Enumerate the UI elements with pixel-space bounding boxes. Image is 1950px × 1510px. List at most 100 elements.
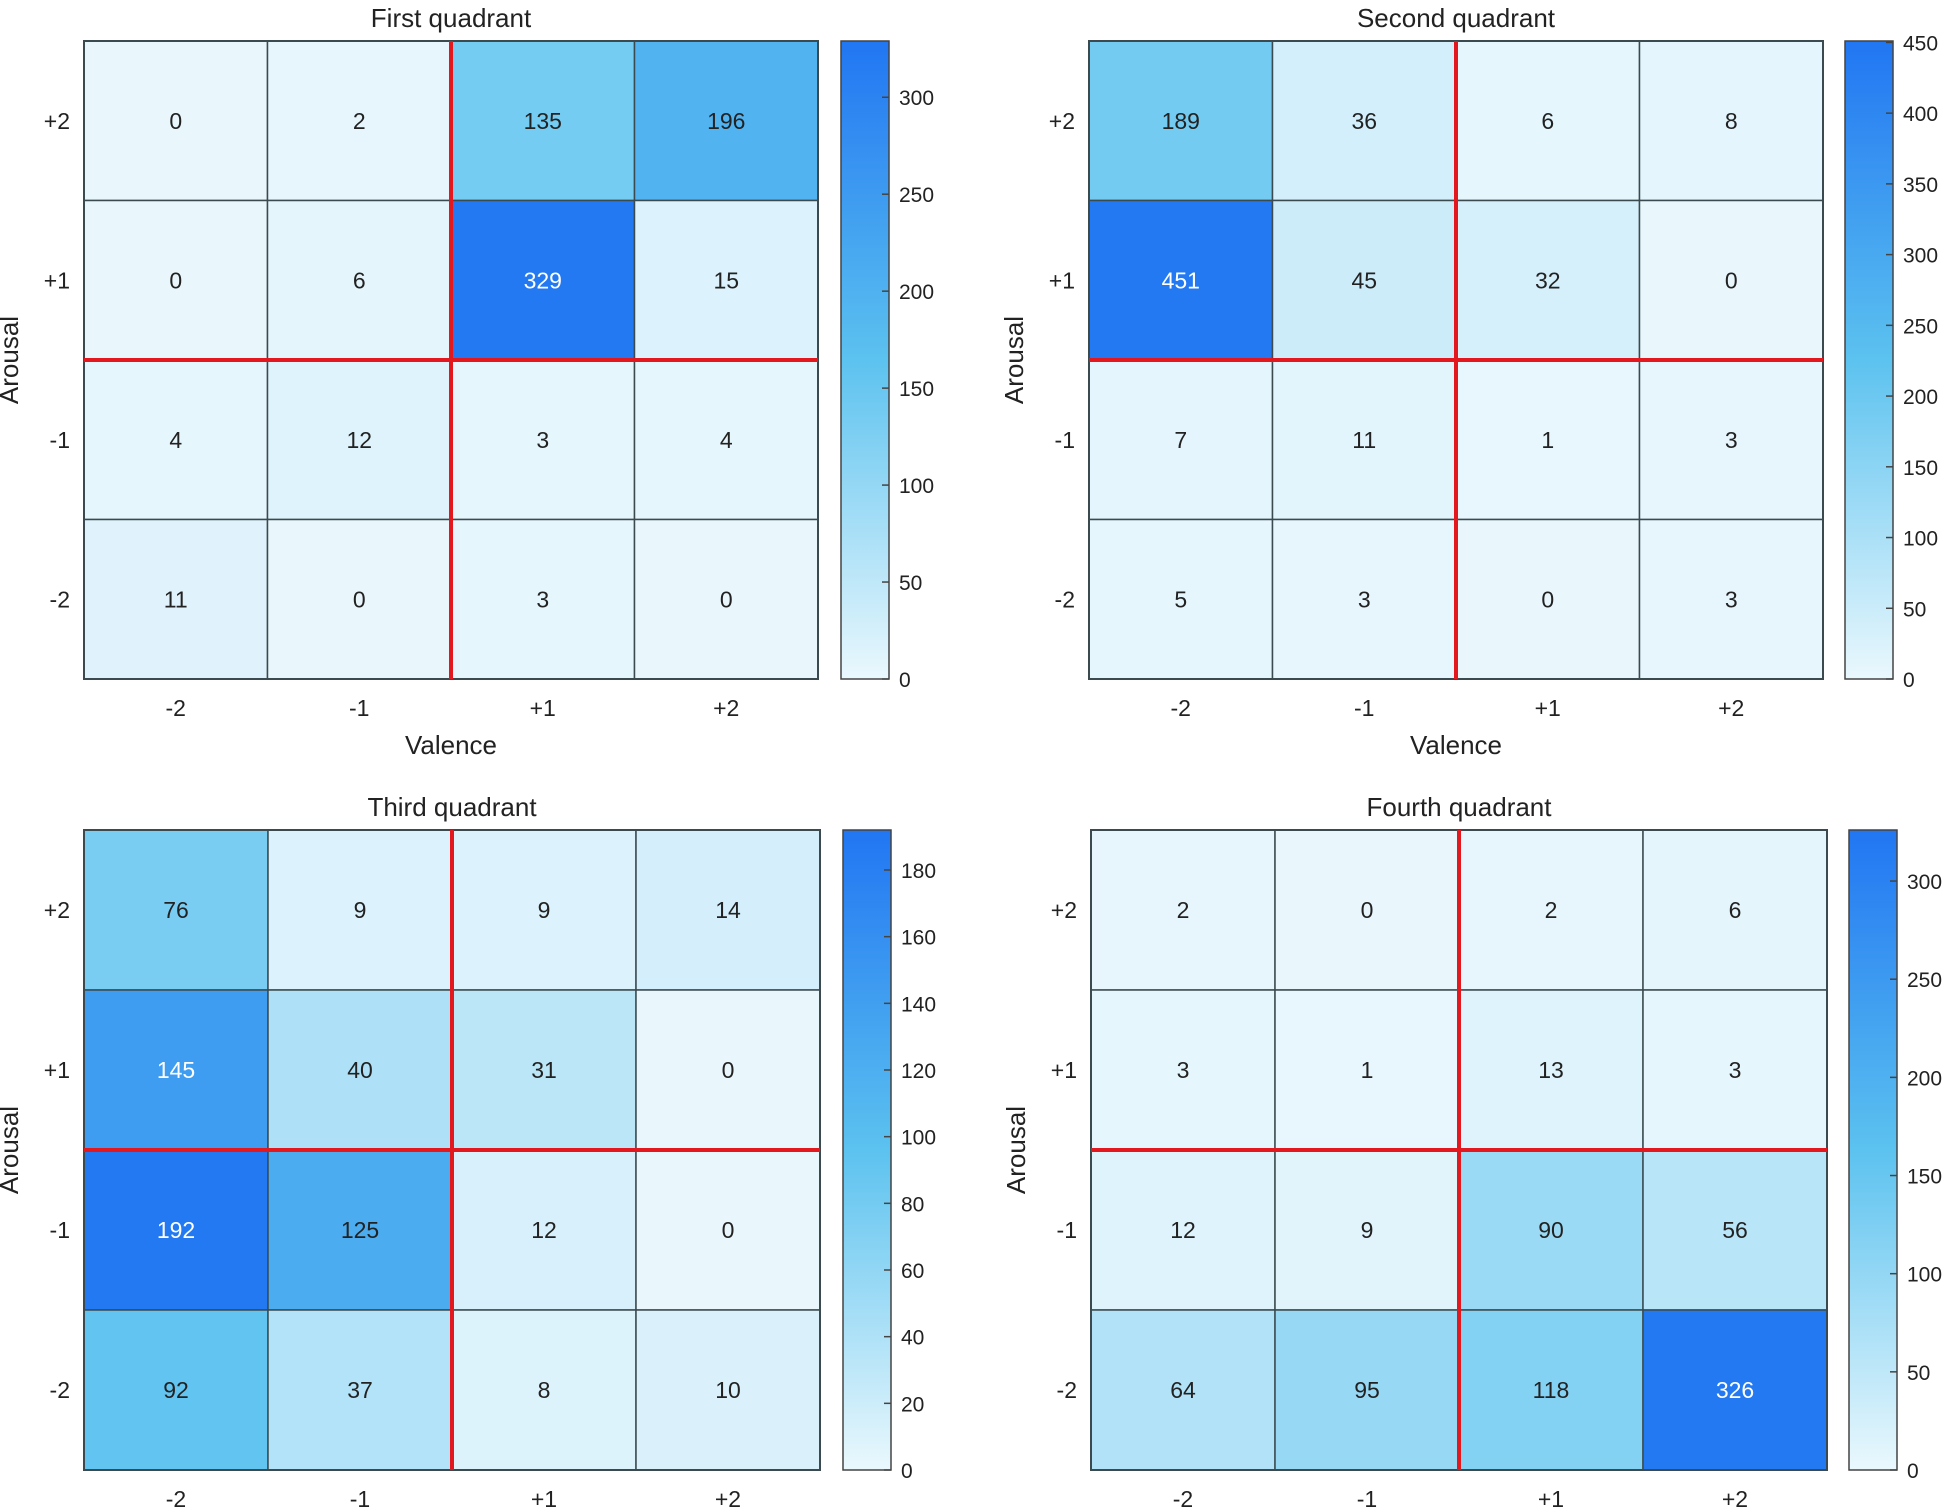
cell-value-label: 192 (157, 1217, 195, 1243)
cell-value-label: 36 (1351, 108, 1377, 134)
y-tick-label: -2 (1057, 1377, 1077, 1403)
colorbar-tick-label: 180 (901, 860, 936, 883)
heatmap-cell (1642, 989, 1828, 1151)
cell-value-label: 6 (353, 267, 366, 293)
cell-value-label: 1 (1541, 427, 1554, 453)
cell-value-label: 3 (1725, 427, 1738, 453)
y-tick-label: -2 (50, 586, 70, 612)
colorbar-tick-label: 150 (899, 378, 934, 401)
cell-value-label: 0 (1725, 267, 1738, 293)
cell-value-label: 3 (1177, 1057, 1190, 1083)
heatmap-cell (1638, 40, 1824, 202)
cell-value-label: 11 (1352, 427, 1376, 453)
heatmap-cell (1274, 989, 1460, 1151)
heatmap-cell (1455, 199, 1641, 361)
cell-value-label: 326 (1716, 1377, 1754, 1403)
cell-value-label: 0 (1361, 897, 1374, 923)
colorbar-tick-label: 120 (901, 1060, 936, 1083)
colorbar-tick-label: 100 (1907, 1264, 1942, 1287)
cell-value-label: 12 (346, 427, 372, 453)
cell-value-label: 4 (720, 427, 733, 453)
cell-value-label: 189 (1162, 108, 1200, 134)
cell-value-label: 0 (1541, 586, 1554, 612)
x-tick-label: -2 (166, 1486, 186, 1510)
colorbar-tick-label: 100 (1903, 528, 1938, 551)
x-tick-label: +1 (1538, 1486, 1564, 1510)
cell-value-label: 9 (1361, 1217, 1374, 1243)
heatmap-cell (633, 199, 819, 361)
colorbar-tick-label: 60 (901, 1260, 924, 1283)
heatmap-cell (635, 989, 821, 1151)
heatmap-cell (1458, 1149, 1644, 1311)
colorbar (840, 40, 890, 680)
cell-value-label: 3 (536, 586, 549, 612)
y-axis-label: Arousal (999, 316, 1029, 404)
y-tick-label: -2 (50, 1377, 70, 1403)
y-axis-label: Arousal (0, 316, 24, 404)
cell-value-label: 5 (1174, 586, 1187, 612)
colorbar-tick-label: 250 (899, 184, 934, 207)
colorbar-tick-label: 100 (899, 475, 934, 498)
cell-value-label: 451 (1162, 267, 1200, 293)
colorbar-tick-label: 300 (1903, 245, 1938, 268)
colorbar-tick-label: 250 (1903, 315, 1938, 338)
colorbar-tick-label: 250 (1907, 969, 1942, 992)
cell-value-label: 4 (169, 427, 182, 453)
y-tick-label: +1 (1051, 1057, 1077, 1083)
heatmap-cell (1458, 1309, 1644, 1471)
cell-value-label: 3 (1358, 586, 1371, 612)
cell-value-label: 37 (347, 1377, 373, 1403)
x-tick-label: -1 (350, 1486, 370, 1510)
colorbar (1848, 829, 1898, 1471)
cell-value-label: 7 (1174, 427, 1187, 453)
heatmap-cell (1455, 359, 1641, 521)
heatmap-cell (267, 1309, 453, 1471)
heatmap-cell (83, 829, 269, 991)
heatmap-cell (451, 1149, 637, 1311)
heatmap-cell (1642, 829, 1828, 991)
cell-value-label: 3 (1725, 586, 1738, 612)
heatmap-panel-4: Fourth quadrant 2 0 2 6 3 1 13 3 12 9 90 56 64 95 118 32… (1001, 792, 1942, 1510)
x-tick-label: +2 (1722, 1486, 1748, 1510)
panel-title: Fourth quadrant (1366, 792, 1552, 822)
heatmap-cell (450, 518, 636, 680)
heatmap-cell (1638, 199, 1824, 361)
x-tick-label: -1 (1357, 1486, 1377, 1510)
cell-value-label: 0 (353, 586, 366, 612)
cell-value-label: 31 (531, 1057, 557, 1083)
colorbar-tick-label: 450 (1903, 32, 1938, 55)
cell-value-label: 125 (341, 1217, 379, 1243)
heatmap-cell (266, 518, 452, 680)
heatmap-cell (83, 40, 269, 202)
colorbar-tick-label: 350 (1903, 174, 1938, 197)
heatmap-cell (1088, 359, 1274, 521)
cell-value-label: 14 (715, 897, 741, 923)
colorbar-tick-label: 200 (1907, 1067, 1942, 1090)
heatmap-cell (1090, 1149, 1276, 1311)
colorbar-tick-label: 140 (901, 993, 936, 1016)
y-tick-label: +1 (44, 267, 70, 293)
y-tick-label: -2 (1055, 586, 1075, 612)
heatmap-cell (635, 829, 821, 991)
cell-value-label: 3 (536, 427, 549, 453)
cell-value-label: 9 (354, 897, 367, 923)
y-axis-label: Arousal (0, 1106, 24, 1194)
cell-value-label: 8 (1725, 108, 1738, 134)
y-tick-label: +2 (44, 897, 70, 923)
y-tick-label: -1 (1055, 427, 1075, 453)
cell-value-label: 12 (1170, 1217, 1196, 1243)
x-tick-label: +2 (1718, 695, 1744, 721)
heatmap-cell (266, 359, 452, 521)
cell-value-label: 6 (1541, 108, 1554, 134)
colorbar-tick-label: 100 (901, 1127, 936, 1150)
y-tick-label: -1 (50, 427, 70, 453)
cell-value-label: 76 (163, 897, 189, 923)
colorbar-tick-label: 160 (901, 927, 936, 950)
cell-value-label: 0 (169, 108, 182, 134)
colorbar-tick-label: 300 (1907, 871, 1942, 894)
cell-value-label: 2 (1545, 897, 1558, 923)
colorbar-tick-label: 50 (1903, 598, 1926, 621)
heatmap-cell (83, 199, 269, 361)
